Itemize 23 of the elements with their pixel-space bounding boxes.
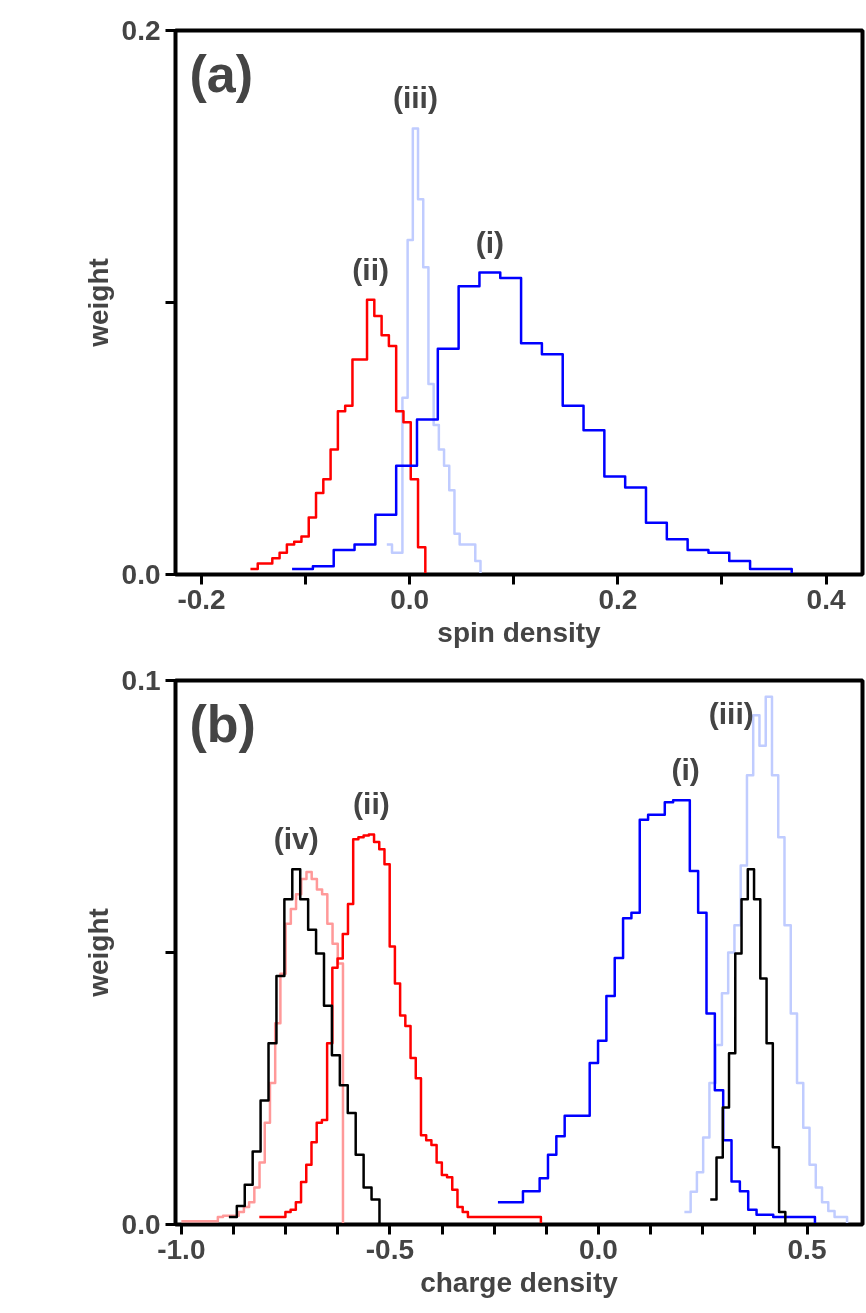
series-label: (i) xyxy=(475,225,505,259)
series-label: (i) xyxy=(671,753,700,787)
x-axis-title: spin density xyxy=(437,616,602,648)
y-tick-label: 0.2 xyxy=(121,15,161,46)
x-tick-label: -0.5 xyxy=(365,1233,415,1265)
y-tick-label: 0.0 xyxy=(121,559,161,590)
x-tick-label: 0.5 xyxy=(787,1233,827,1265)
x-tick-label: -0.2 xyxy=(177,583,226,615)
annotation: (b) xyxy=(189,694,256,753)
y-axis-title: weight xyxy=(82,258,114,348)
y-axis-title: weight xyxy=(82,908,114,998)
x-tick-label: 0.2 xyxy=(598,583,638,615)
series-label: (ii) xyxy=(353,787,390,821)
x-tick-label: 0.0 xyxy=(579,1233,618,1265)
series-label: (iii) xyxy=(392,81,438,115)
annotation: (a) xyxy=(189,44,254,103)
x-axis-title: charge density xyxy=(420,1266,619,1298)
series-label: (ii) xyxy=(352,252,389,286)
x-tick-label: 0.0 xyxy=(390,583,430,615)
x-tick-label: 0.4 xyxy=(806,583,846,615)
series-label: (iv) xyxy=(273,822,319,856)
series-label: (iii) xyxy=(708,696,754,730)
y-tick-label: 0.1 xyxy=(121,665,161,696)
